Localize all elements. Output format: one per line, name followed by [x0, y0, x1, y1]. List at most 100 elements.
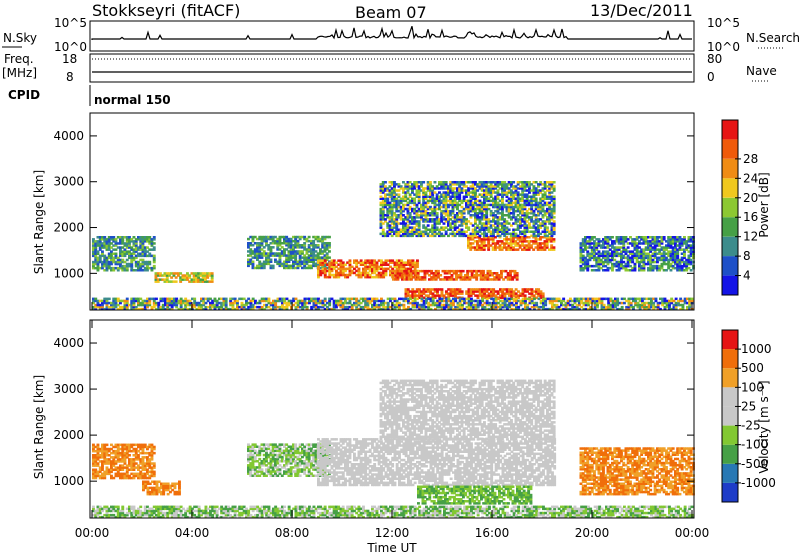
scatter-cell — [270, 259, 273, 262]
nave-right-tick-bottom: 0 — [707, 70, 715, 84]
scatter-cell — [553, 181, 556, 184]
scatter-cell — [148, 261, 151, 264]
scatter-cell — [252, 261, 255, 264]
cpid-program: normal 150 — [94, 93, 171, 107]
scatter-cell — [445, 181, 448, 184]
scatter-cell — [153, 255, 156, 258]
scatter-cell — [126, 298, 129, 301]
scatter-cell — [432, 298, 435, 301]
scatter-cell — [508, 229, 511, 232]
scatter-cell — [546, 226, 549, 229]
freq-left-tick-bottom: 8 — [66, 70, 74, 84]
plot-title: Stokkseyri (fitACF) — [92, 1, 240, 20]
scatter-cell — [512, 181, 515, 184]
scatter-cell — [272, 265, 275, 268]
scatter-cell — [553, 246, 556, 249]
scatter-cell — [328, 250, 331, 253]
scatter-cell — [225, 298, 228, 301]
cpid-label: CPID — [8, 88, 40, 102]
scatter-cell — [553, 185, 556, 188]
scatter-cell — [384, 181, 387, 184]
scatter-cell — [272, 246, 275, 249]
scatter-cell — [553, 196, 556, 199]
scatter-cell — [516, 272, 519, 275]
freq-strip: Freq. [MHz] 18 8 80 0 Nave — [2, 52, 777, 84]
scatter-cell — [115, 253, 118, 256]
scatter-cell — [358, 268, 361, 271]
scatter-cell — [611, 236, 614, 239]
scatter-cell — [211, 272, 214, 275]
scatter-cell — [461, 290, 464, 293]
scatter-cell — [153, 236, 156, 239]
scatter-cell — [488, 302, 491, 305]
scatter-cell — [306, 306, 309, 309]
scatter-cell — [437, 270, 440, 273]
scatter-cell — [553, 220, 556, 223]
scatter-cell — [663, 236, 666, 239]
nsky-left-label: N.Sky — [3, 31, 37, 45]
scatter-cell — [328, 256, 331, 259]
scatter-cell — [324, 259, 327, 262]
scatter-cell — [153, 246, 156, 249]
scatter-cell — [153, 242, 156, 245]
scatter-cell — [268, 298, 271, 301]
scatter-cell — [193, 298, 196, 301]
nsky-strip-frame — [90, 21, 694, 51]
scatter-cell — [481, 298, 484, 301]
scatter-cell — [436, 212, 439, 215]
scatter-cell — [317, 244, 320, 247]
scatter-cell — [403, 304, 406, 307]
scatter-cell — [441, 288, 444, 291]
scatter-cell — [429, 181, 432, 184]
scatter-cell — [486, 298, 489, 301]
scatter-cell — [533, 298, 536, 301]
scatter-cell — [328, 242, 331, 245]
scatter-cell — [328, 236, 331, 239]
scatter-cell — [542, 292, 545, 295]
scatter-cell — [439, 274, 442, 277]
scatter-cell — [101, 250, 104, 253]
nsky-right-tick-top: 10^5 — [707, 16, 740, 30]
scatter-cell — [108, 298, 111, 301]
scatter-cell — [627, 246, 630, 249]
scatter-cell — [454, 298, 457, 301]
scatter-cell — [683, 236, 686, 239]
date-label: 13/Dec/2011 — [590, 1, 693, 20]
freq-left-label: Freq. — [4, 52, 34, 66]
freq-strip-frame — [90, 54, 694, 82]
scatter-cell — [349, 259, 352, 262]
nsearch-right-label: N.Search — [746, 31, 800, 45]
scatter-cell — [535, 198, 538, 201]
cpid-strip: CPID normal 150 — [8, 85, 171, 107]
scatter-cell — [524, 294, 527, 297]
scatter-cell — [482, 270, 485, 273]
scatter-cell — [462, 270, 465, 273]
nsky-trace — [92, 26, 692, 40]
scatter-cell — [308, 236, 311, 239]
scatter-cell — [324, 298, 327, 301]
nave-right-label: Nave — [746, 64, 777, 78]
nsky-left-tick-top: 10^5 — [54, 16, 87, 30]
scatter-cell — [562, 298, 565, 301]
scatter-cell — [416, 259, 419, 262]
scatter-cell — [553, 238, 556, 241]
scatter-cell — [535, 302, 538, 305]
power-heatmap — [92, 181, 695, 310]
beam-label: Beam 07 — [355, 3, 427, 22]
scatter-cell — [398, 193, 401, 196]
freq-left-tick-top: 18 — [62, 52, 77, 66]
freq-left-unit: [MHz] — [2, 66, 37, 80]
scatter-cell — [427, 224, 430, 227]
scatter-cell — [434, 181, 437, 184]
scatter-cell — [422, 181, 425, 184]
scatter-cell — [553, 216, 556, 219]
scatter-cell — [467, 226, 470, 229]
scatter-cell — [528, 236, 531, 239]
scatter-cell — [155, 298, 158, 301]
scatter-cell — [382, 229, 385, 232]
scatter-cell — [416, 298, 419, 301]
nave-right-tick-top: 80 — [707, 52, 722, 66]
scatter-cell — [175, 280, 178, 283]
